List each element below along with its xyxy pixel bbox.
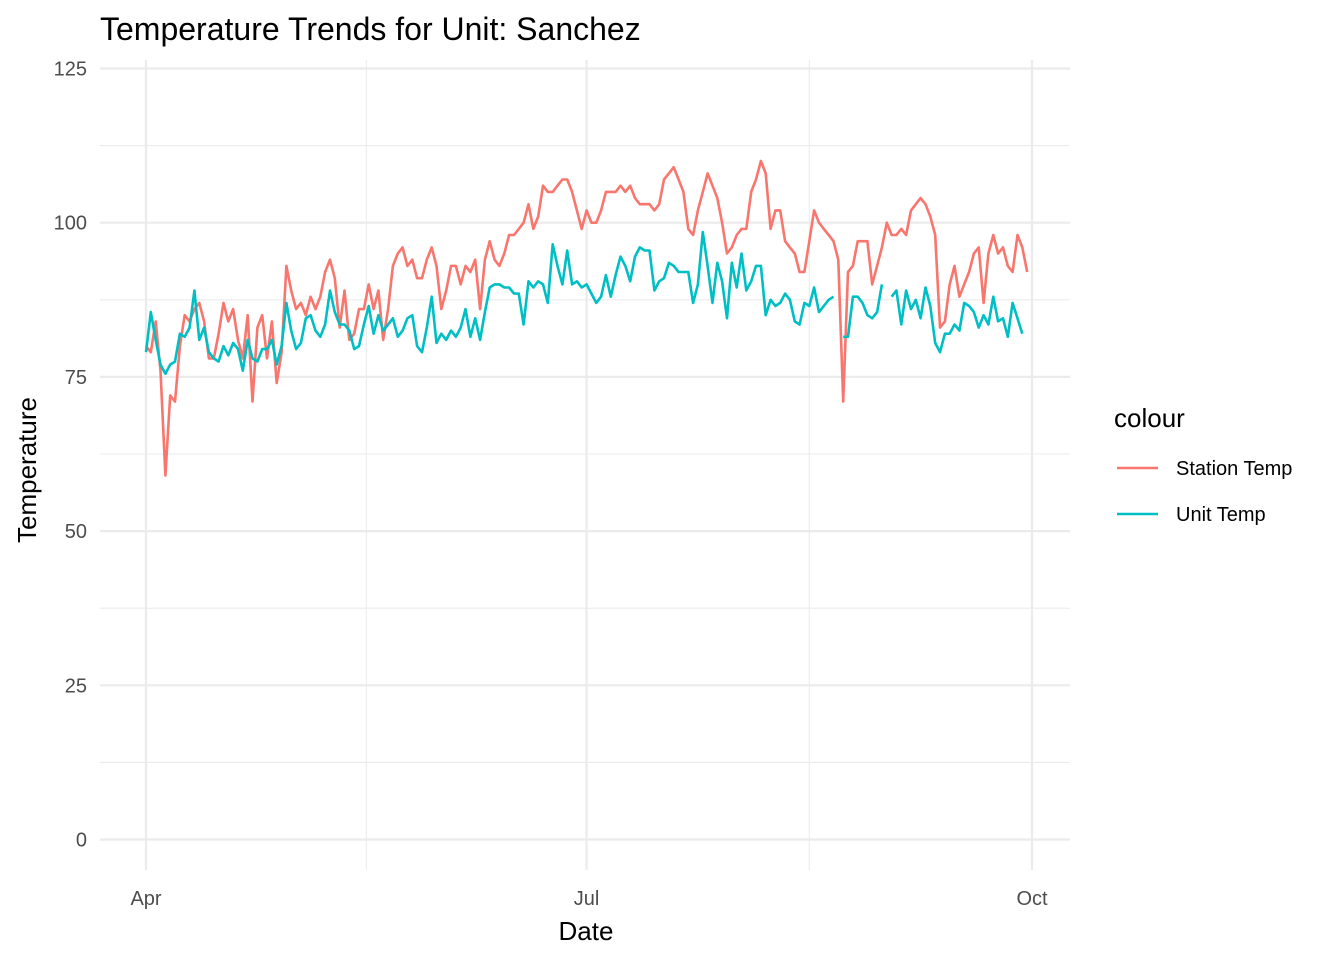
legend-title: colour [1114, 403, 1185, 433]
x-tick-label: Jul [574, 888, 600, 910]
series-line-0 [144, 159, 1029, 477]
x-axis-title: Date [559, 916, 614, 946]
y-tick-label: 25 [65, 675, 87, 697]
y-tick-label: 50 [65, 521, 87, 543]
x-tick-label: Apr [130, 888, 161, 910]
series-lines [144, 159, 1029, 477]
y-tick-label: 75 [65, 367, 87, 389]
grid-lines [100, 60, 1070, 870]
legend-items: Station Temp Unit Temp [1117, 458, 1292, 526]
chart-title: Temperature Trends for Unit: Sanchez [100, 11, 641, 47]
x-axis-ticks: Apr Jul Oct [130, 888, 1048, 910]
series-line-1 [144, 230, 1024, 376]
x-tick-label: Oct [1016, 888, 1048, 910]
y-axis-title: Temperature [12, 397, 42, 543]
legend-label-1: Unit Temp [1176, 504, 1266, 526]
y-tick-label: 100 [54, 213, 87, 235]
y-tick-label: 125 [54, 59, 87, 81]
legend-label-0: Station Temp [1176, 458, 1292, 480]
legend: colour Station Temp Unit Temp [1114, 403, 1292, 526]
y-tick-label: 0 [76, 830, 87, 852]
y-axis-ticks: 0 25 50 75 100 125 [54, 59, 87, 852]
